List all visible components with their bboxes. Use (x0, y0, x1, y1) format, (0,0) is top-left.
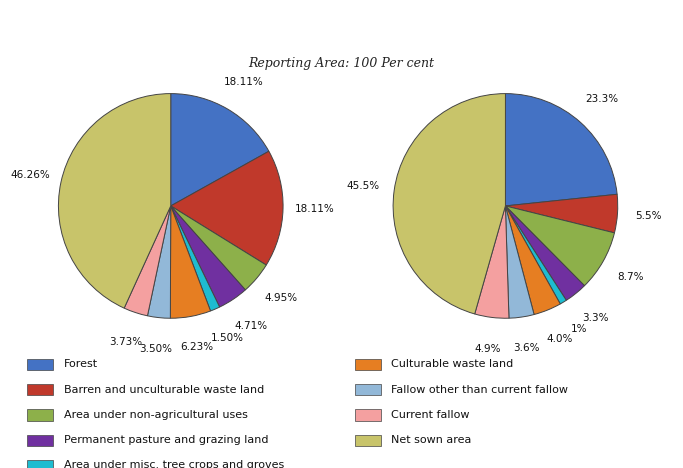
FancyBboxPatch shape (355, 358, 381, 370)
Wedge shape (505, 194, 617, 233)
Wedge shape (59, 94, 171, 308)
Wedge shape (171, 206, 220, 311)
Text: 46.26%: 46.26% (10, 170, 50, 180)
Wedge shape (505, 206, 585, 300)
Text: 3.50%: 3.50% (139, 344, 172, 354)
Text: 4.0%: 4.0% (546, 334, 572, 344)
Text: Reporting Area: 100 Per cent: Reporting Area: 100 Per cent (249, 57, 434, 70)
Text: Barren and unculturable waste land: Barren and unculturable waste land (64, 385, 264, 395)
Text: General land use categories–1960–61: General land use categories–1960–61 (19, 18, 309, 31)
Text: Permanent pasture and grazing land: Permanent pasture and grazing land (64, 435, 268, 445)
Text: 3.6%: 3.6% (513, 343, 540, 353)
FancyBboxPatch shape (355, 409, 381, 421)
Wedge shape (505, 206, 615, 286)
Wedge shape (505, 206, 560, 314)
Text: Forest: Forest (64, 359, 98, 369)
Text: General land use categories–2014–15: General land use categories–2014–15 (353, 18, 644, 31)
Text: 4.71%: 4.71% (234, 321, 267, 330)
FancyBboxPatch shape (27, 409, 53, 421)
Text: Fallow other than current fallow: Fallow other than current fallow (391, 385, 568, 395)
Text: Current fallow: Current fallow (391, 410, 470, 420)
Text: 4.95%: 4.95% (264, 293, 297, 303)
Wedge shape (171, 206, 245, 307)
Wedge shape (171, 151, 283, 265)
FancyBboxPatch shape (355, 384, 381, 395)
Wedge shape (124, 206, 171, 316)
Wedge shape (148, 206, 171, 318)
Wedge shape (505, 94, 617, 206)
Text: 8.7%: 8.7% (617, 272, 643, 282)
Text: Culturable waste land: Culturable waste land (391, 359, 514, 369)
Text: Area under misc. tree crops and groves: Area under misc. tree crops and groves (64, 461, 283, 468)
FancyBboxPatch shape (27, 460, 53, 468)
Wedge shape (171, 206, 266, 290)
Text: 23.3%: 23.3% (585, 94, 618, 104)
Text: 1%: 1% (571, 324, 588, 334)
Text: 1.50%: 1.50% (211, 333, 244, 343)
Wedge shape (475, 206, 509, 318)
FancyBboxPatch shape (27, 384, 53, 395)
Text: 45.5%: 45.5% (346, 181, 380, 191)
FancyBboxPatch shape (27, 358, 53, 370)
Text: 6.23%: 6.23% (180, 343, 213, 352)
Wedge shape (505, 206, 534, 318)
FancyBboxPatch shape (27, 434, 53, 446)
Text: Area under non-agricultural uses: Area under non-agricultural uses (64, 410, 247, 420)
Text: 3.73%: 3.73% (109, 337, 142, 347)
Wedge shape (171, 94, 269, 206)
Text: 3.3%: 3.3% (582, 313, 609, 323)
Text: 5.5%: 5.5% (636, 211, 662, 221)
Wedge shape (393, 94, 505, 314)
FancyBboxPatch shape (355, 434, 381, 446)
Text: 18.11%: 18.11% (224, 77, 264, 87)
Wedge shape (170, 206, 210, 318)
Text: Net sown area: Net sown area (391, 435, 472, 445)
Text: 4.9%: 4.9% (475, 344, 501, 354)
Text: 18.11%: 18.11% (294, 204, 335, 214)
Wedge shape (505, 206, 566, 304)
